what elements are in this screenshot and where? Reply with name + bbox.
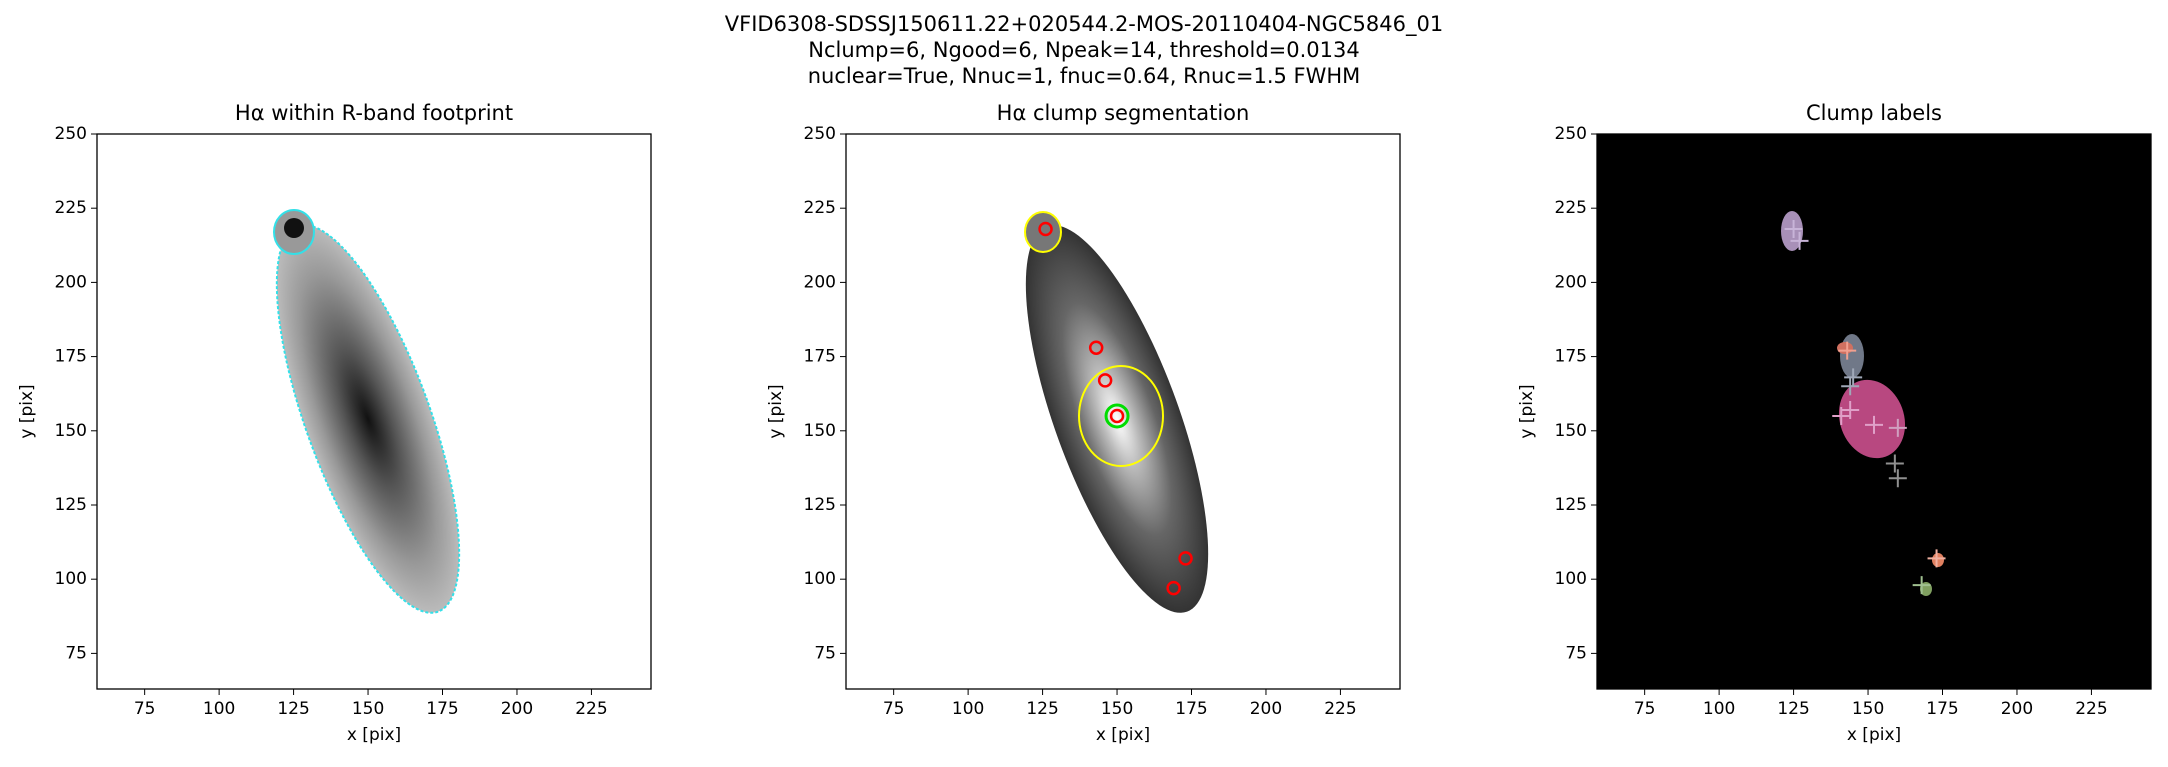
x-axis-label: x [pix]: [1847, 725, 1901, 745]
x-tick-label: 225: [575, 699, 607, 719]
x-tick-label: 150: [352, 699, 384, 719]
peak: [1088, 340, 1104, 355]
y-tick-label: 75: [65, 643, 87, 663]
x-tick-label: 75: [134, 699, 156, 719]
peak: [1109, 408, 1125, 424]
x-axis-label: x [pix]: [1096, 725, 1150, 745]
y-tick-label: 250: [1555, 124, 1587, 144]
y-tick-label: 150: [804, 421, 836, 441]
x-tick-label: 75: [1634, 699, 1656, 719]
y-axis-label: y [pix]: [17, 384, 37, 438]
clump: [1837, 342, 1853, 354]
x-tick-label: 75: [883, 699, 905, 719]
clump-center: [1865, 415, 1883, 434]
galaxy-knot: [284, 218, 304, 238]
panel-title: Hα clump segmentation: [997, 101, 1250, 125]
x-tick-label: 175: [1175, 699, 1207, 719]
x-tick-label: 225: [2075, 699, 2107, 719]
x-tick-label: 200: [501, 699, 533, 719]
galaxy-body: [275, 224, 461, 614]
peak: [1038, 221, 1053, 237]
y-tick-label: 75: [1565, 643, 1587, 663]
clump-center: [1832, 406, 1851, 425]
galaxy: [275, 224, 461, 614]
y-tick-label: 75: [814, 643, 836, 663]
clump-contour: [1078, 365, 1164, 467]
y-tick-label: 175: [1555, 347, 1587, 367]
axes-frame: [96, 133, 652, 690]
panel: Clump labels 75 100 125 150 175 200 225 75 100 125…: [1517, 101, 2152, 745]
y-tick-label: 125: [55, 495, 87, 515]
panel: Hα within R-band footprint 75 100 125 150 175…: [17, 101, 652, 745]
y-tick-label: 150: [1555, 421, 1587, 441]
x-tick-label: 150: [1101, 699, 1133, 719]
x-tick-label: 125: [1026, 699, 1058, 719]
y-tick-label: 125: [1555, 495, 1587, 515]
x-tick-label: 225: [1324, 699, 1356, 719]
clump-center: [1844, 368, 1863, 387]
clump: [1840, 334, 1864, 378]
x-tick-label: 175: [1926, 699, 1958, 719]
y-tick-label: 225: [804, 198, 836, 218]
suptitle: VFID6308-SDSSJ150611.22+020544.2-MOS-201…: [725, 12, 1443, 37]
plot-area: [273, 209, 461, 614]
clump-center: [1912, 576, 1931, 595]
y-axis-label: y [pix]: [1517, 384, 1537, 438]
peak: [1178, 551, 1193, 566]
y-tick-label: 150: [55, 421, 87, 441]
x-tick-label: 175: [426, 699, 458, 719]
y-tick-label: 225: [55, 198, 87, 218]
galaxy-body: [1025, 225, 1209, 613]
y-tick-label: 200: [804, 272, 836, 292]
clump-center: [1784, 219, 1803, 238]
peak: [1097, 373, 1113, 388]
x-axis-label: x [pix]: [347, 725, 401, 745]
y-tick-label: 200: [1555, 272, 1587, 292]
nucleus: [1104, 403, 1130, 429]
plot-area: [1024, 211, 1209, 613]
suptitle: nuclear=True, Nnuc=1, fnuc=0.64, Rnuc=1.…: [808, 64, 1361, 88]
plot-area: [1597, 134, 2151, 689]
y-tick-label: 100: [55, 569, 87, 589]
clump: [1932, 553, 1944, 567]
x-tick-label: 125: [1777, 699, 1809, 719]
panel-title: Hα within R-band footprint: [235, 101, 513, 125]
y-axis-label: y [pix]: [766, 384, 786, 438]
y-tick-label: 175: [55, 347, 87, 367]
x-tick-label: 200: [1250, 699, 1282, 719]
x-tick-label: 150: [1852, 699, 1884, 719]
clump-center: [1885, 454, 1904, 473]
y-tick-label: 125: [804, 495, 836, 515]
y-tick-label: 100: [1555, 569, 1587, 589]
y-tick-label: 250: [55, 124, 87, 144]
galaxy-knot: [1024, 211, 1062, 253]
panel: Hα clump segmentation 75 100 125 150 175 200 22…: [766, 101, 1401, 745]
clump-center: [1841, 377, 1860, 396]
peak: [1166, 580, 1181, 596]
y-tick-label: 175: [804, 347, 836, 367]
x-tick-label: 100: [203, 699, 235, 719]
clump-center: [1888, 418, 1907, 437]
x-tick-label: 100: [952, 699, 984, 719]
x-tick-label: 100: [1703, 699, 1735, 719]
y-tick-label: 250: [804, 124, 836, 144]
x-tick-label: 200: [2001, 699, 2033, 719]
axes-frame: [845, 133, 1401, 690]
axes-frame: [1596, 133, 2152, 690]
clump-center: [1838, 341, 1857, 360]
clump: [1838, 379, 1906, 459]
clump-center: [1790, 231, 1809, 250]
clump-center: [1888, 469, 1907, 488]
galaxy: [1025, 225, 1209, 613]
clump-center: [1927, 549, 1946, 568]
y-tick-label: 225: [1555, 198, 1587, 218]
y-tick-label: 100: [804, 569, 836, 589]
panel-title: Clump labels: [1806, 101, 1942, 125]
suptitle: Nclump=6, Ngood=6, Npeak=14, threshold=0…: [808, 38, 1360, 62]
x-tick-label: 125: [277, 699, 309, 719]
y-tick-label: 200: [55, 272, 87, 292]
